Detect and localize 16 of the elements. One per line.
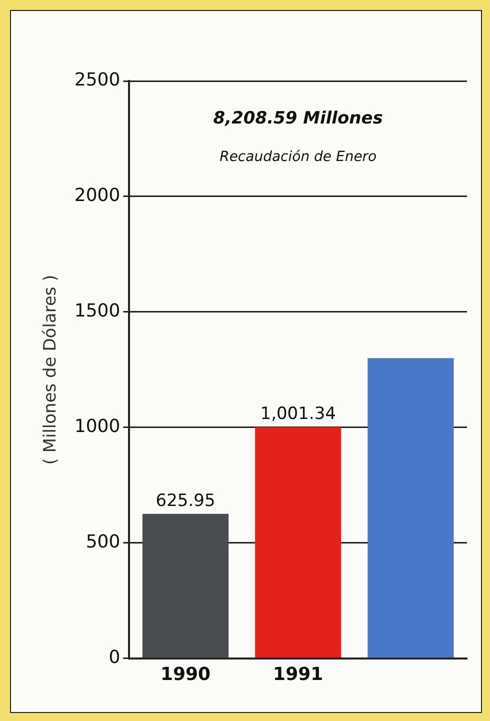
y-tick-label: 1000 bbox=[74, 416, 120, 438]
text: 8,208.59 Millones bbox=[213, 108, 383, 129]
x-tick-label: 1991 bbox=[273, 664, 324, 685]
text: Recaudación de Enero bbox=[220, 148, 377, 165]
y-axis-title: ( Millones de Dólares ) bbox=[40, 274, 61, 465]
bar bbox=[142, 514, 229, 658]
y-tick-label: 500 bbox=[86, 532, 120, 553]
x-tick-label: 1990 bbox=[160, 664, 211, 685]
y-tick-label: 1500 bbox=[74, 300, 120, 322]
bar bbox=[368, 358, 454, 658]
y-tick-label: 0 bbox=[108, 647, 120, 668]
bar bbox=[255, 427, 342, 658]
y-tick-label: 2500 bbox=[74, 70, 120, 91]
data-label: 1,001.34 bbox=[260, 404, 336, 424]
y-tick-label: 2000 bbox=[74, 185, 120, 206]
data-label: 625.95 bbox=[156, 490, 216, 511]
